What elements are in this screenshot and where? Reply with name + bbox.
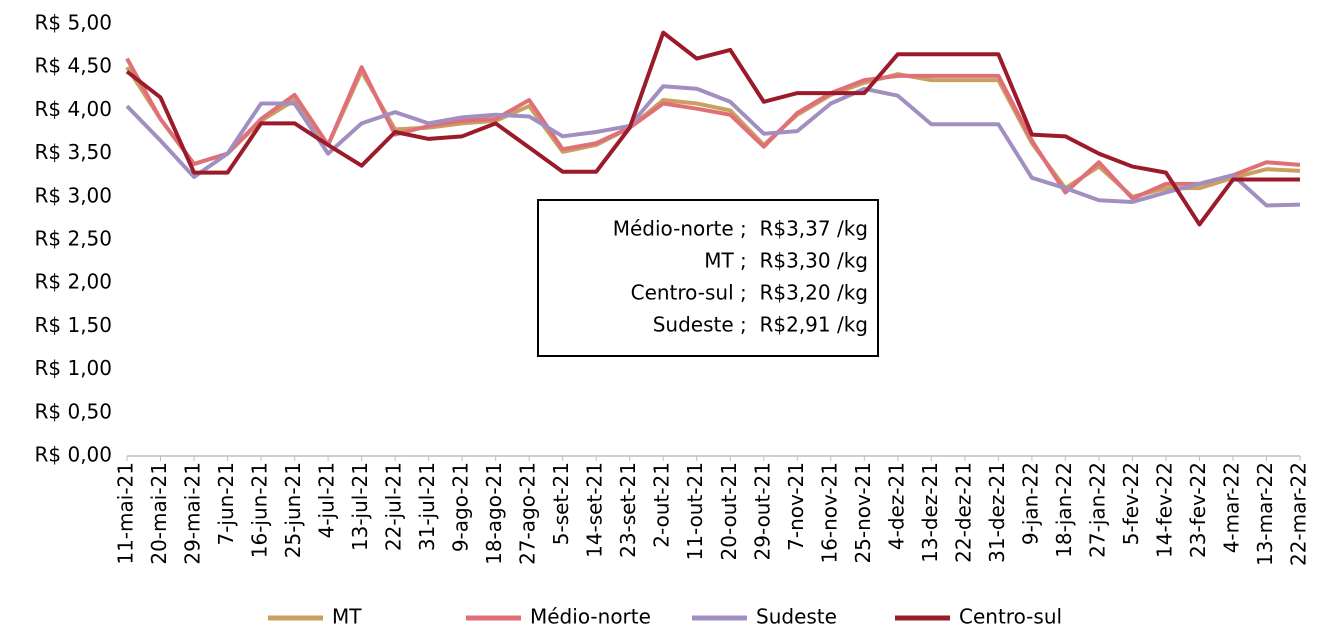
annotation-text: Centro-sul ; R$3,20 /kg	[631, 281, 868, 305]
x-tick-label: 16-jun-21	[248, 462, 272, 558]
x-tick-label: 7-jun-21	[214, 462, 238, 546]
x-tick-label: 22-dez-21	[951, 462, 975, 563]
x-tick-label: 16-nov-21	[817, 462, 841, 564]
x-tick-label: 31-dez-21	[985, 462, 1009, 563]
x-tick-label: 9-ago-21	[449, 462, 473, 552]
x-tick-label: 31-jul-21	[415, 462, 439, 551]
x-tick-label: 25-jun-21	[281, 462, 305, 558]
x-tick-label: 13-jul-21	[348, 462, 372, 551]
y-tick-label: R$ 3,50	[34, 140, 112, 164]
y-tick-label: R$ 1,00	[34, 356, 112, 380]
x-tick-label: 22-jul-21	[382, 462, 406, 551]
x-tick-label: 9-jan-22	[1018, 462, 1042, 545]
y-tick-label: R$ 5,00	[34, 11, 112, 35]
x-tick-label: 14-set-21	[583, 462, 607, 558]
x-tick-label: 18-ago-21	[482, 462, 506, 565]
y-tick-label: R$ 2,00	[34, 270, 112, 294]
x-tick-label: 13-dez-21	[918, 462, 942, 563]
x-tick-label: 7-nov-21	[784, 462, 808, 551]
x-tick-label: 27-ago-21	[516, 462, 540, 565]
x-tick-label: 4-mar-22	[1219, 462, 1243, 553]
x-tick-label: 23-set-21	[616, 462, 640, 558]
x-tick-label: 18-jan-22	[1052, 462, 1076, 558]
y-tick-label: R$ 2,50	[34, 227, 112, 251]
x-tick-label: 29-out-21	[750, 462, 774, 560]
x-tick-label: 11-mai-21	[114, 462, 138, 565]
x-tick-label: 5-fev-22	[1119, 462, 1143, 545]
legend-label: Sudeste	[756, 605, 837, 629]
annotation-text: Médio-norte ; R$3,37 /kg	[613, 217, 868, 241]
line-series	[125, 66, 1301, 199]
annotation-box	[537, 199, 879, 357]
y-tick-label: R$ 1,50	[34, 313, 112, 337]
x-tick-label: 13-mar-22	[1253, 462, 1277, 566]
y-tick-label: R$ 0,50	[34, 399, 112, 423]
x-tick-label: 22-mar-22	[1287, 462, 1311, 566]
y-tick-label: R$ 0,00	[34, 443, 112, 467]
annotation-text: Sudeste ; R$2,91 /kg	[653, 313, 868, 337]
annotation-text: MT ; R$3,30 /kg	[704, 249, 868, 273]
line-series	[125, 84, 1301, 208]
x-tick-label: 23-fev-22	[1186, 462, 1210, 558]
x-tick-label: 14-fev-22	[1152, 462, 1176, 558]
line-series	[125, 30, 1300, 227]
x-tick-label: 4-dez-21	[884, 462, 908, 550]
y-tick-label: R$ 3,00	[34, 183, 112, 207]
x-tick-label: 25-nov-21	[851, 462, 875, 564]
x-tick-label: 2-out-21	[650, 462, 674, 548]
legend-label: Médio-norte	[530, 605, 651, 629]
x-tick-label: 27-jan-22	[1085, 462, 1109, 558]
x-tick-label: 4-jul-21	[315, 462, 339, 538]
y-tick-label: R$ 4,00	[34, 97, 112, 121]
line-series	[125, 57, 1301, 201]
x-tick-label: 11-out-21	[683, 462, 707, 560]
y-tick-label: R$ 4,50	[34, 54, 112, 78]
x-tick-label: 20-out-21	[717, 462, 741, 560]
legend-label: Centro-sul	[959, 605, 1062, 629]
x-tick-label: 20-mai-21	[147, 462, 171, 565]
legend-label: MT	[332, 605, 362, 629]
x-tick-label: 5-set-21	[549, 462, 573, 545]
x-tick-label: 29-mai-21	[181, 462, 205, 565]
